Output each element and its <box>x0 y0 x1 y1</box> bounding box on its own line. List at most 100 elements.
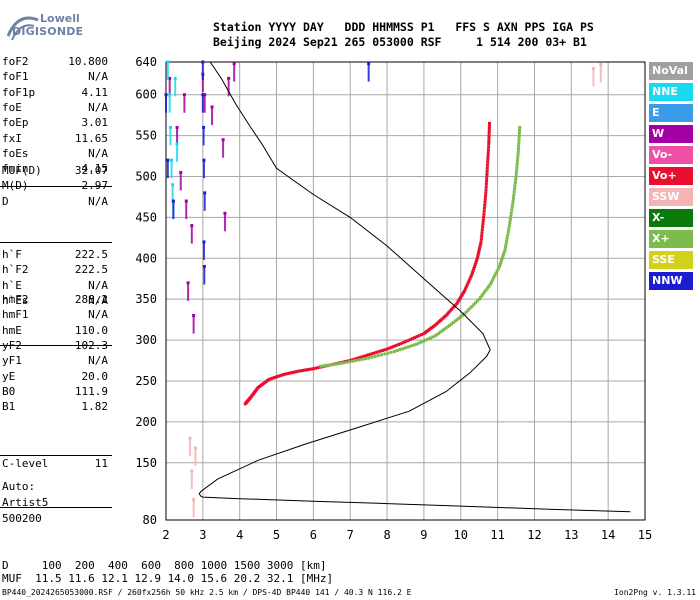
echo-point-interp <box>362 354 366 358</box>
echo-point-interp <box>480 231 484 235</box>
echo-point-interp <box>398 348 402 352</box>
param-separator <box>0 507 112 508</box>
param-value: 11.65 <box>74 131 108 145</box>
echo-point-interp <box>380 348 384 352</box>
param-name: yE <box>2 369 16 383</box>
echo-point-interp <box>455 318 459 322</box>
echo-point-interp <box>440 329 444 333</box>
y-tick-label: 640 <box>135 55 157 69</box>
echo-point-interp <box>518 128 522 132</box>
param-name: foF1p <box>2 85 36 99</box>
echo-point <box>475 256 479 260</box>
echo-point-interp <box>462 291 466 295</box>
echo-point-interp <box>295 370 299 374</box>
param-name: h`F <box>2 248 22 261</box>
echo-point-interp <box>513 187 517 191</box>
echo-point-interp <box>322 364 326 368</box>
echo-streak <box>179 172 182 191</box>
echo-point-interp <box>504 242 508 246</box>
echo-point-interp <box>324 363 328 367</box>
echo-streak <box>172 201 175 220</box>
echo-point-interp <box>484 188 488 192</box>
echo-point-interp <box>275 375 279 379</box>
echo-streak <box>192 315 195 334</box>
echo-point-interp <box>480 293 484 297</box>
param-value: 32.07 <box>74 164 108 177</box>
echo-point <box>319 364 323 368</box>
echo-point-interp <box>485 169 489 173</box>
echo-point-interp <box>442 327 446 331</box>
param-value: 10.800 <box>68 55 108 68</box>
echo-point-interp <box>514 178 518 182</box>
param-row-hmf1: hmF1 N/A <box>2 308 108 322</box>
echo-point-interp <box>354 359 358 363</box>
echo-point-interp <box>517 132 521 136</box>
param-row-b1: B1 1.82 <box>2 400 108 414</box>
echo-point-interp <box>469 275 473 279</box>
x-tick-label: 13 <box>564 528 578 542</box>
echo-point-interp <box>485 172 489 176</box>
echo-point-interp <box>486 148 490 152</box>
echo-point-interp <box>392 344 396 348</box>
echo-point <box>404 340 407 344</box>
echo-point-interp <box>478 246 482 250</box>
auto-scaling-line3: 500200 <box>2 512 42 525</box>
param-value: 2.97 <box>81 179 109 193</box>
echo-point-interp <box>487 134 491 138</box>
echo-point-interp <box>487 132 491 136</box>
echo-point-interp <box>517 141 521 145</box>
param-value: 110.0 <box>74 323 108 337</box>
echo-point-interp <box>492 276 496 280</box>
echo-point-interp <box>495 269 499 273</box>
param-separator <box>0 186 112 187</box>
echo-point <box>367 353 371 357</box>
echo-point-interp <box>444 326 448 330</box>
plot-frame <box>165 61 646 521</box>
param-name: D <box>2 194 9 208</box>
echo-streak <box>223 213 226 232</box>
echo-point-interp <box>289 371 293 375</box>
echo-point-interp <box>461 292 465 296</box>
echo-point-interp <box>513 181 517 185</box>
echo-point-interp <box>360 357 364 361</box>
param-row-yf1: yF1 N/A <box>2 354 108 368</box>
echo-point-interp <box>376 354 380 358</box>
echo-point-interp <box>280 373 284 377</box>
param-row-hme: hmE 110.0 <box>2 324 108 338</box>
param-name: h`Es <box>2 293 29 307</box>
echo-point-interp <box>373 354 377 358</box>
echo-streak <box>592 68 595 87</box>
echo-point-interp <box>508 221 512 225</box>
param-name: h`E <box>2 278 22 292</box>
legend-item-xplus: X+ <box>649 230 693 248</box>
echo-streak <box>194 448 197 467</box>
echo-point-interp <box>360 355 364 359</box>
echo-point-interp <box>483 290 487 294</box>
echo-point-interp <box>453 319 457 323</box>
echo-point-interp <box>406 339 410 343</box>
param-value: N/A <box>88 100 108 114</box>
echo-point-interp <box>509 214 513 218</box>
echo-point-interp <box>500 256 504 260</box>
y-tick-label: 400 <box>135 251 157 265</box>
echo-point-interp <box>284 372 288 376</box>
echo-point-interp <box>426 337 430 341</box>
echo-streak <box>192 499 195 518</box>
y-tick-label: 150 <box>135 456 157 470</box>
echo-streak <box>185 201 188 220</box>
echo-point-interp <box>408 338 412 342</box>
echo-point-interp <box>496 267 500 271</box>
echo-streak <box>211 106 214 125</box>
echo-streak <box>227 78 230 97</box>
param-separator <box>0 242 112 243</box>
echo-point-interp <box>489 280 493 284</box>
x-tick-label: 11 <box>490 528 504 542</box>
echo-streak <box>599 64 602 83</box>
echo-point <box>477 297 481 301</box>
echo-point-interp <box>437 331 441 335</box>
echo-point-interp <box>370 355 374 359</box>
echo-point-interp <box>481 292 485 296</box>
param-name: MUF(D) <box>2 164 42 177</box>
echo-point-interp <box>409 344 413 348</box>
param-name: hmE <box>2 323 22 337</box>
